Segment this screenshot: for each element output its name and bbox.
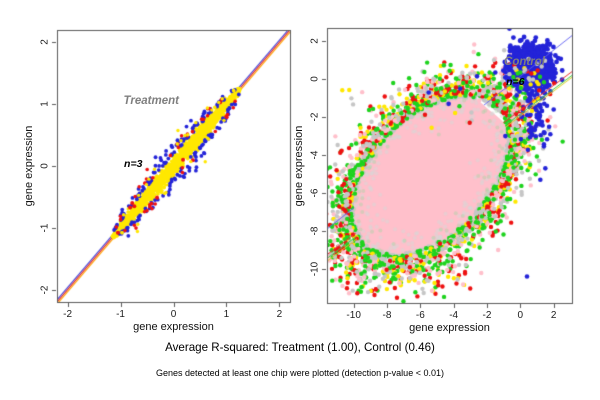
control-y-tick-label: -6: [309, 188, 321, 198]
control-y-tick-label: -10: [309, 261, 321, 277]
treatment-x-tick-label: -1: [116, 309, 125, 320]
treatment-group-label: Treatment: [123, 95, 179, 108]
control-y-tick-label: -8: [309, 226, 321, 236]
control-y-tick-label: -2: [309, 112, 321, 122]
control-x-tick-label: -2: [482, 310, 492, 321]
control-y-tick-label: 0: [309, 76, 321, 82]
treatment-x-tick-label: 0: [170, 309, 177, 320]
control-group-label: Control: [504, 56, 545, 69]
control-sample-size-label: n=6: [506, 76, 525, 89]
treatment-xaxis-label: gene expression: [133, 321, 214, 333]
treatment-x-tick-label: -2: [63, 309, 73, 320]
control-yaxis-label: gene expression: [293, 125, 305, 206]
control-y-tick-label: -4: [309, 150, 321, 160]
control-x-tick-label: -10: [346, 310, 361, 321]
control-xaxis-label: gene expression: [409, 322, 490, 334]
control-x-tick-label: 0: [517, 310, 524, 321]
caption-detection-note: Genes detected at least one chip were pl…: [156, 368, 444, 378]
treatment-x-tick-label: 1: [223, 309, 230, 320]
treatment-y-tick-label: -1: [39, 223, 51, 233]
treatment-sample-size-label: n=3: [124, 158, 143, 171]
control-x-tick-label: 2: [550, 310, 557, 321]
treatment-yaxis-label: gene expression: [23, 125, 35, 207]
treatment-y-tick-label: -2: [39, 285, 51, 295]
treatment-y-tick-label: 2: [39, 39, 51, 46]
control-y-tick-label: 2: [309, 38, 321, 45]
control-x-tick-label: -6: [415, 310, 425, 321]
treatment-x-tick-label: 2: [276, 309, 283, 320]
treatment-y-tick-label: 0: [39, 163, 51, 169]
treatment-y-tick-label: 1: [39, 101, 51, 107]
caption-average-r-squared: Average R-squared: Treatment (1.00), Con…: [165, 341, 435, 354]
control-x-tick-label: -4: [449, 310, 459, 321]
control-x-tick-label: -8: [382, 310, 392, 321]
